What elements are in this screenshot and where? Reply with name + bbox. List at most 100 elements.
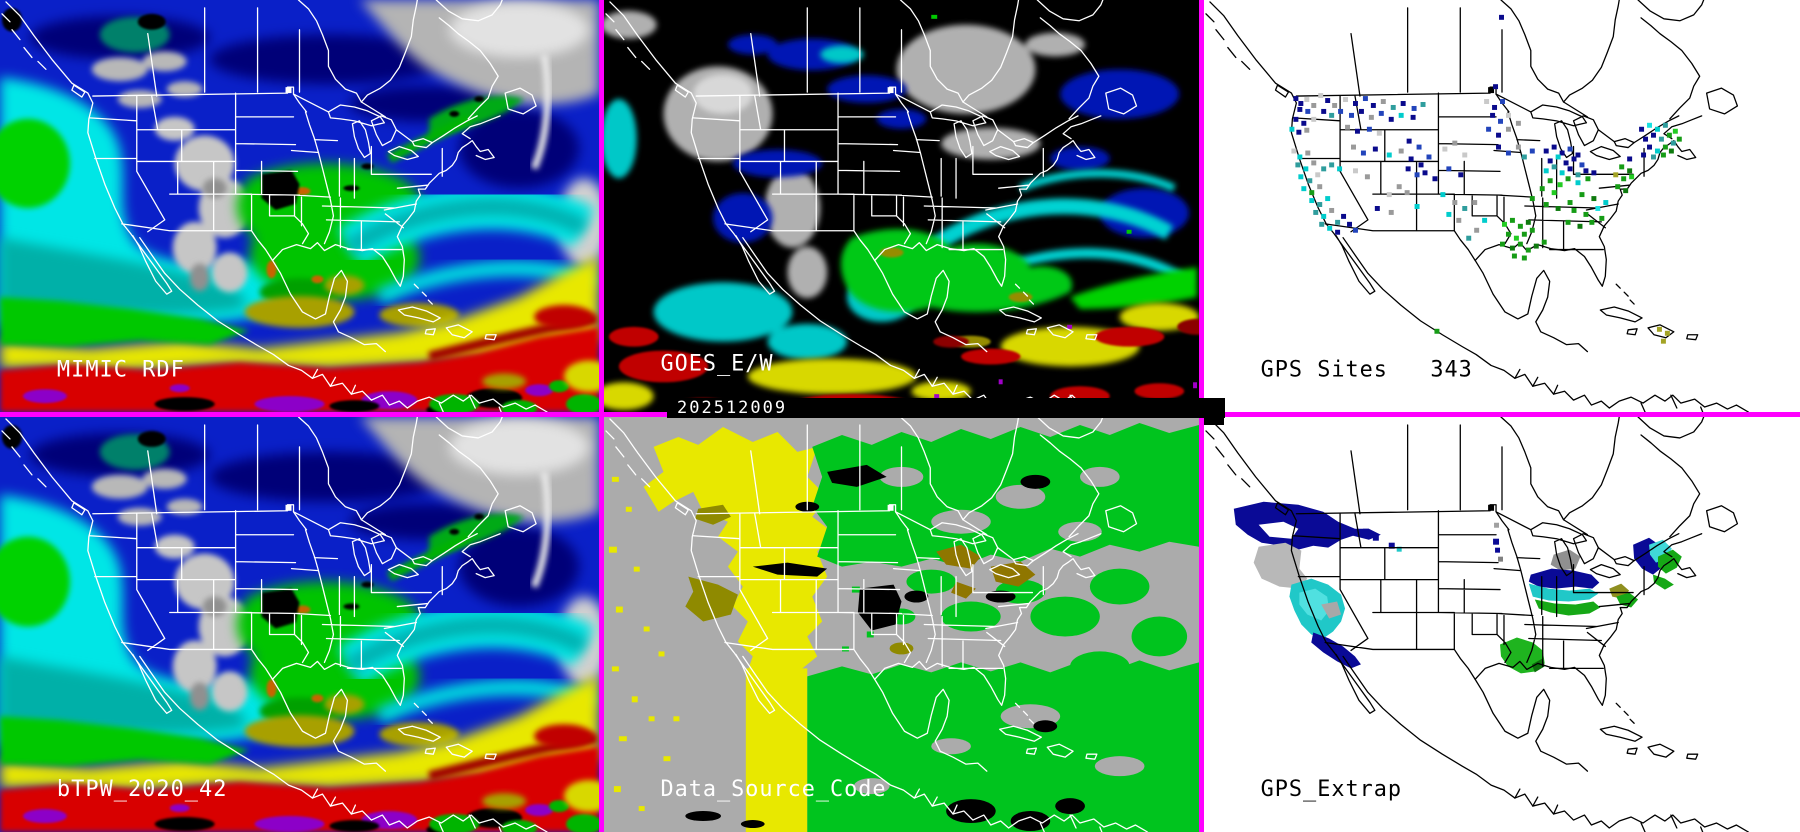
gps-site-dot xyxy=(1662,144,1668,150)
gps-site-dot xyxy=(1656,326,1662,332)
gps-site-dot xyxy=(1555,154,1561,160)
gps-site-dot xyxy=(1547,158,1553,164)
gps-site-dot xyxy=(1511,253,1517,259)
gps-site-dot xyxy=(1599,215,1605,221)
gps-site-dot xyxy=(1319,221,1325,227)
gps-site-dot xyxy=(1405,166,1411,172)
gps-site-dot xyxy=(1360,150,1366,156)
gps-site-dot xyxy=(1335,219,1341,225)
gps-site-dot xyxy=(1351,144,1356,150)
gps-site-dot xyxy=(1420,102,1426,107)
gps-site-dot xyxy=(1496,144,1502,150)
gps-site-dot xyxy=(1559,150,1565,156)
gps-site-dot xyxy=(1492,104,1498,110)
gps-site-dot xyxy=(1406,138,1412,144)
gps-site-dot xyxy=(1354,128,1360,134)
gps-site-dot xyxy=(1358,108,1364,114)
gps-site-dot xyxy=(1440,192,1446,198)
panel-gps-sites: GPS Sites 343 xyxy=(1204,0,1800,412)
gps-sites-dots-layer xyxy=(1289,14,1682,344)
gps-site-dot xyxy=(1515,144,1521,150)
panel-gps-extrap: GPS_Extrap xyxy=(1204,417,1800,832)
gps-site-dot xyxy=(1366,126,1372,132)
gps-site-dot xyxy=(1353,101,1358,106)
gps-site-dot xyxy=(1368,114,1374,120)
gps-site-dot xyxy=(1583,168,1589,174)
gps-site-dot xyxy=(1551,164,1557,170)
gps-site-dot xyxy=(1388,116,1394,122)
panel-data-source-code: Data_Source_Code xyxy=(604,417,1199,832)
gps-site-dot xyxy=(1654,126,1660,132)
gps-site-dot xyxy=(1372,146,1378,152)
gps-site-dot xyxy=(1539,186,1545,192)
gps-site-dot xyxy=(1315,172,1321,178)
gps-site-dot xyxy=(1668,148,1674,154)
gps-site-dot xyxy=(1307,178,1313,184)
goes-ew-map: GOES_E/W xyxy=(604,0,1199,412)
gps-site-dot xyxy=(1513,235,1519,241)
gps-site-dot xyxy=(1621,176,1627,182)
gps-site-dot xyxy=(1654,148,1660,154)
gps-site-dot xyxy=(1370,103,1376,108)
gps-site-dot xyxy=(1414,172,1420,178)
gps-site-dot xyxy=(1515,120,1521,126)
gps-site-dot xyxy=(1446,166,1452,172)
gps-site-dot xyxy=(1672,128,1678,134)
gps-site-dot xyxy=(1660,152,1666,158)
timestamp-bar-end xyxy=(1204,417,1224,425)
gps-site-dot xyxy=(1509,245,1515,251)
gps-site-dot xyxy=(1643,136,1649,142)
gps-site-dot xyxy=(1416,144,1422,150)
data-source-code-map: Data_Source_Code xyxy=(604,417,1199,832)
gps-site-dot xyxy=(1623,188,1629,194)
gps-site-dot xyxy=(1521,231,1527,237)
gps-site-dot xyxy=(1484,99,1490,104)
gps-site-dot xyxy=(1426,154,1432,160)
gps-site-dot xyxy=(1474,227,1480,233)
gps-site-dot xyxy=(1466,235,1472,241)
gps-site-dot xyxy=(1517,223,1523,229)
gps-site-dot xyxy=(1664,330,1670,336)
gps-site-dot xyxy=(1349,112,1354,118)
gps-site-dot xyxy=(1432,176,1438,182)
gps-site-dot xyxy=(1603,200,1609,206)
gps-site-dot xyxy=(1627,156,1633,162)
gps-site-dot xyxy=(1296,129,1302,135)
gps-site-dot xyxy=(1585,176,1591,182)
gps-site-dot xyxy=(1462,152,1468,158)
gps-site-dot xyxy=(1458,172,1464,178)
gps-site-dot xyxy=(1627,168,1633,174)
gps-site-dot xyxy=(1462,206,1468,211)
gps-site-dot xyxy=(1386,192,1392,198)
gps-site-dot xyxy=(1525,219,1531,225)
gps-sites-map: GPS Sites 343 xyxy=(1205,0,1749,412)
gps-site-dot xyxy=(1567,200,1573,206)
gps-site-dot xyxy=(1658,136,1664,142)
gps-site-dot xyxy=(1579,162,1585,168)
gps-site-dot xyxy=(1329,207,1335,213)
gps-site-dot xyxy=(1490,112,1496,118)
gps-site-dot xyxy=(1396,184,1402,190)
gps-site-dot xyxy=(1472,200,1478,206)
gps-site-dot xyxy=(1502,221,1507,227)
gps-site-dot xyxy=(1666,132,1672,138)
gps-site-dot xyxy=(1304,97,1310,103)
gps-site-dot xyxy=(1325,196,1331,202)
gps-site-dot xyxy=(1579,192,1585,198)
gps-site-dot xyxy=(1321,108,1327,114)
panel-label-gps-extrap: GPS_Extrap xyxy=(1261,777,1402,802)
gps-site-dot xyxy=(1301,120,1307,126)
timestamp-text: 202512009 xyxy=(677,398,788,418)
gps-site-dot xyxy=(1364,174,1370,180)
gps-site-dot xyxy=(1486,126,1492,132)
gps-site-dot xyxy=(1660,338,1666,344)
gps-site-dot xyxy=(1317,202,1323,207)
gps-site-dot xyxy=(1408,156,1414,162)
panel-label-gps-sites: GPS Sites 343 xyxy=(1261,357,1473,382)
gps-site-dot xyxy=(1422,170,1428,176)
gps-site-dot xyxy=(1575,180,1581,186)
panel-mimic-rdf: MIMIC RDF xyxy=(0,0,599,412)
timestamp-bar: 202512009 xyxy=(667,398,1225,418)
gps-site-dot xyxy=(1390,104,1396,110)
